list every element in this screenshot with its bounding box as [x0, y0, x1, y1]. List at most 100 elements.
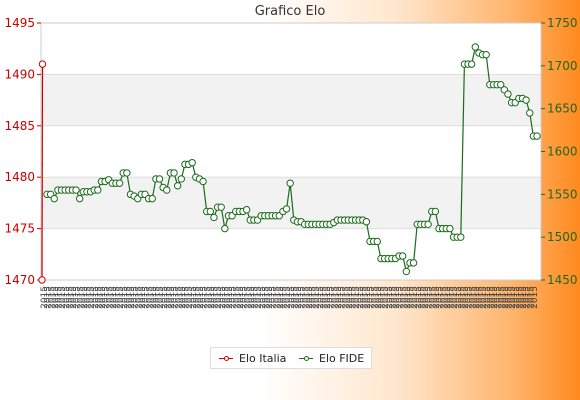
x-tick-label: 2015	[327, 286, 337, 309]
x-tick-label: 2015	[385, 286, 395, 309]
point-elo-fide	[533, 132, 541, 140]
y-right-tick-label: 1500	[547, 230, 578, 244]
x-tick-label: 2015	[349, 286, 359, 309]
x-tick-label: 2015	[519, 286, 529, 309]
x-tick-label: 2015	[454, 286, 464, 309]
x-tick-label: 2015	[236, 286, 246, 309]
x-tick-label: 2015	[105, 286, 115, 309]
point-elo-fide	[446, 224, 454, 233]
y-left-tick-label: 1470	[4, 273, 35, 287]
legend-label: Elo Italia	[239, 352, 287, 365]
x-tick-label: 2015	[221, 286, 231, 309]
x-tick-label: 2015	[497, 286, 507, 309]
x-tick-label: 2015	[450, 286, 460, 309]
x-tick-label: 2015	[232, 286, 242, 309]
x-tick-label: 2015	[443, 286, 453, 309]
x-tick-label: 2015	[207, 286, 217, 309]
point-elo-fide	[471, 43, 479, 51]
point-elo-fide	[188, 158, 196, 167]
x-tick-label: 2015	[378, 286, 388, 309]
y-left-tick-label: 1490	[4, 67, 35, 81]
x-tick-label: 2015	[149, 286, 159, 309]
x-tick-label: 2015	[523, 286, 533, 309]
x-tick-label: 2015	[515, 286, 525, 309]
x-tick-label: 2015	[290, 286, 300, 309]
point-elo-fide	[399, 252, 407, 260]
x-tick-label: 2015	[447, 286, 457, 309]
x-tick-label: 2015	[407, 286, 417, 309]
legend-label: Elo FIDE	[319, 352, 365, 365]
y-right-tick-label: 1450	[547, 273, 578, 287]
x-tick-label: 2015	[73, 286, 83, 309]
point-elo-fide	[409, 259, 418, 267]
x-tick-label: 2015	[55, 286, 65, 309]
x-tick-label: 2015	[421, 286, 431, 309]
y-right-tick-label: 1550	[547, 187, 578, 201]
x-tick-label: 2015	[392, 286, 402, 309]
y-left-tick-label: 1495	[4, 16, 35, 30]
x-tick-label: 2015	[374, 286, 384, 309]
y-right-tick-label: 1700	[547, 59, 578, 73]
x-tick-label: 2015	[461, 286, 471, 309]
y-right-tick-label: 1650	[547, 102, 578, 116]
x-tick-label: 2015	[381, 286, 391, 309]
legend-item-elo-fide: Elo FIDE	[299, 352, 364, 365]
x-tick-label: 2015	[494, 286, 504, 309]
x-tick-label: 2015	[370, 286, 380, 309]
x-tick-label: 2015	[167, 286, 177, 309]
x-tick-label: 2015	[396, 286, 406, 309]
point-elo-fide	[217, 203, 225, 211]
point-elo-fide	[75, 194, 84, 203]
x-tick-label: 2015	[399, 286, 409, 309]
y-right-tick-label: 1600	[547, 145, 578, 159]
x-tick-label: 2015	[432, 286, 442, 309]
x-tick-label: 2015	[428, 286, 438, 309]
x-tick-label: 2015	[367, 286, 377, 309]
point-elo-italia	[38, 276, 46, 284]
x-tick-label: 2015	[109, 286, 119, 309]
point-elo-fide	[115, 179, 124, 187]
x-tick-label: 2015	[468, 286, 478, 309]
legend-marker-icon	[219, 354, 233, 364]
x-tick-label: 2015	[312, 286, 322, 309]
point-elo-fide	[497, 80, 505, 89]
point-elo-italia	[38, 60, 47, 68]
x-tick-label: 2015	[403, 286, 413, 309]
series-line-elo-italia	[41, 64, 44, 281]
y-left-tick-label: 1475	[4, 222, 35, 236]
point-elo-fide	[206, 207, 215, 216]
x-tick-label: 2015	[120, 286, 130, 309]
point-elo-fide	[522, 96, 530, 104]
point-elo-fide	[155, 175, 164, 183]
x-tick-label: 2015	[40, 286, 50, 309]
x-tick-label: 2015	[153, 286, 163, 309]
x-tick-label: 2015	[189, 286, 199, 309]
legend-item-elo-italia: Elo Italia	[219, 352, 286, 365]
point-elo-fide	[526, 109, 534, 117]
x-tick-label: 2015	[196, 286, 206, 309]
x-tick-label: 2015	[203, 286, 213, 309]
x-tick-label: 2015	[131, 286, 141, 309]
x-tick-label: 2015	[94, 286, 104, 309]
x-tick-label: 2015	[174, 286, 184, 309]
x-tick-label: 2015	[218, 286, 228, 309]
point-elo-fide	[362, 218, 371, 226]
x-tick-label: 2015	[171, 286, 181, 309]
x-tick-label: 2015	[359, 286, 369, 309]
x-tick-label: 2015	[127, 286, 137, 309]
point-elo-fide	[424, 220, 432, 229]
x-tick-label: 2015	[185, 286, 195, 309]
x-tick-label: 2015	[91, 286, 101, 309]
point-elo-fide	[210, 213, 218, 222]
x-tick-label: 2015	[530, 286, 540, 309]
point-elo-fide	[148, 194, 156, 203]
x-tick-label: 2015	[490, 286, 500, 309]
x-tick-label: 2015	[294, 286, 304, 309]
x-tick-label: 2015	[309, 286, 319, 309]
x-tick-label: 2015	[476, 286, 486, 309]
x-tick-label: 2015	[280, 286, 290, 309]
x-tick-label: 2015	[352, 286, 362, 309]
x-tick-label: 2015	[243, 286, 253, 309]
x-tick-label: 2015	[305, 286, 315, 309]
x-tick-label: 2015	[229, 286, 239, 309]
